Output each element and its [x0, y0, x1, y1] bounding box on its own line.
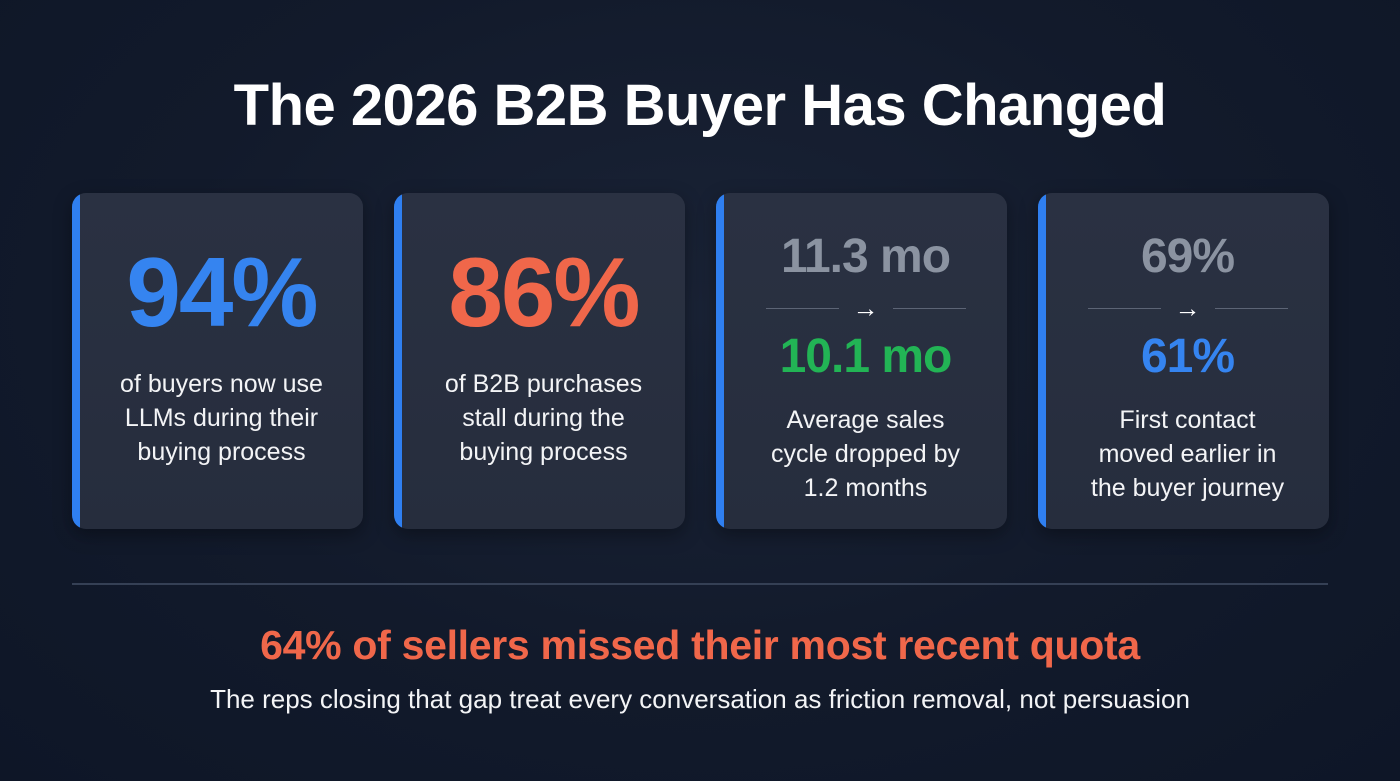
stat-description: of B2B purchases stall during the buying… [444, 370, 643, 466]
card-accent-bar [72, 193, 80, 529]
previous-value: 69% [1140, 230, 1235, 283]
stat-description: of buyers now use LLMs during their buyi… [120, 370, 323, 466]
stat-card-first-contact: 69% → 61% First contact moved earlier in… [1038, 193, 1329, 529]
arrow-right-icon: → [852, 293, 879, 323]
stat-value: 94% [126, 237, 318, 347]
current-value: 10.1 mo [779, 330, 953, 383]
divider-line [1214, 307, 1288, 309]
previous-value: 11.3 mo [780, 230, 951, 283]
arrow-right-icon: → [1174, 293, 1201, 323]
divider-line [1087, 307, 1161, 309]
quota-headline: 64% of sellers missed their most recent … [260, 622, 1140, 668]
divider-line [765, 307, 839, 309]
stat-card-sales-cycle: 11.3 mo → 10.1 mo Average sales cycle dr… [716, 193, 1007, 529]
stat-description: First contact moved earlier in the buyer… [1090, 406, 1285, 502]
card-accent-bar [1038, 193, 1046, 529]
stat-value: 86% [448, 237, 640, 347]
stat-card-llm-usage: 94% of buyers now use LLMs during their … [72, 193, 363, 529]
stat-cards: 94% of buyers now use LLMs during their … [72, 193, 1329, 529]
section-divider [72, 583, 1328, 585]
stat-description: Average sales cycle dropped by 1.2 month… [770, 406, 960, 502]
change-indicator: → [765, 293, 966, 323]
change-indicator: → [1087, 293, 1288, 323]
divider-line [892, 307, 966, 309]
quota-subline: The reps closing that gap treat every co… [210, 684, 1190, 714]
stat-card-stalled-purchases: 86% of B2B purchases stall during the bu… [394, 193, 685, 529]
card-accent-bar [716, 193, 724, 529]
page-title: The 2026 B2B Buyer Has Changed [233, 73, 1167, 138]
current-value: 61% [1140, 330, 1235, 383]
card-accent-bar [394, 193, 402, 529]
